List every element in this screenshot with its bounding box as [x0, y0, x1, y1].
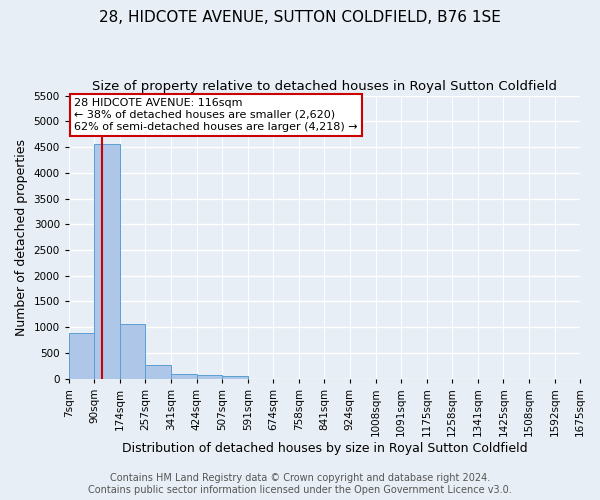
X-axis label: Distribution of detached houses by size in Royal Sutton Coldfield: Distribution of detached houses by size … — [122, 442, 527, 455]
Text: 28 HIDCOTE AVENUE: 116sqm
← 38% of detached houses are smaller (2,620)
62% of se: 28 HIDCOTE AVENUE: 116sqm ← 38% of detac… — [74, 98, 358, 132]
Bar — [222, 376, 248, 378]
Bar — [171, 374, 197, 378]
Title: Size of property relative to detached houses in Royal Sutton Coldfield: Size of property relative to detached ho… — [92, 80, 557, 93]
Y-axis label: Number of detached properties: Number of detached properties — [15, 138, 28, 336]
Bar — [69, 334, 94, 378]
Text: Contains HM Land Registry data © Crown copyright and database right 2024.
Contai: Contains HM Land Registry data © Crown c… — [88, 474, 512, 495]
Text: 28, HIDCOTE AVENUE, SUTTON COLDFIELD, B76 1SE: 28, HIDCOTE AVENUE, SUTTON COLDFIELD, B7… — [99, 10, 501, 25]
Bar — [94, 144, 120, 378]
Bar — [145, 364, 171, 378]
Bar — [197, 374, 222, 378]
Bar — [120, 324, 145, 378]
